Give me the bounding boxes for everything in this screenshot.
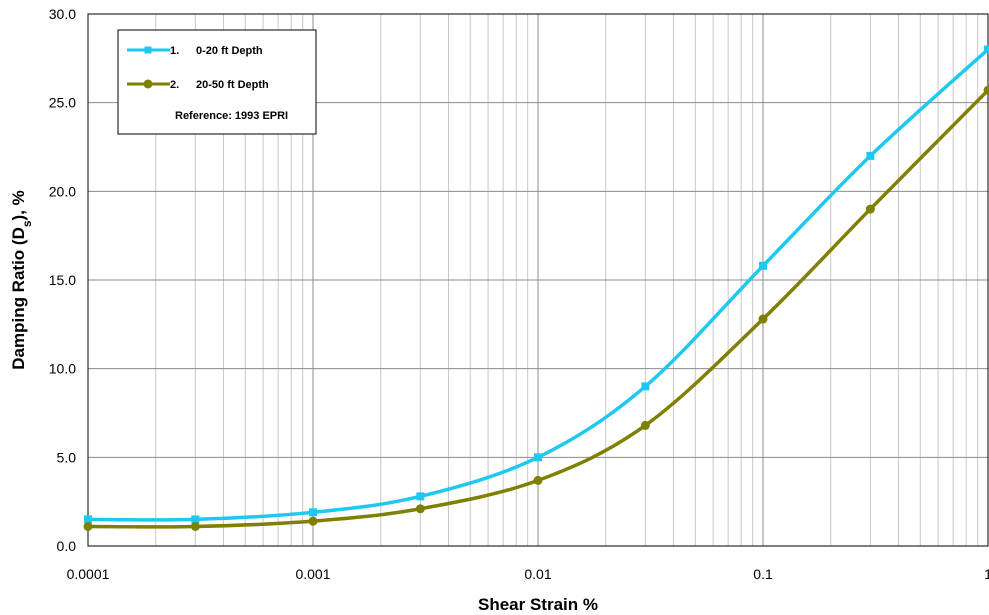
legend-marker-series-2 <box>143 79 153 89</box>
series-2-point <box>758 314 768 324</box>
plot-frame <box>87 13 989 547</box>
series-2-line <box>87 89 989 529</box>
y-tick-label: 15.0 <box>49 272 76 288</box>
legend-label-series-1: 0-20 ft Depth <box>196 45 263 57</box>
x-tick-label: 1 <box>984 566 989 582</box>
series-2-point <box>308 516 318 526</box>
y-axis-title-subscript: s <box>20 220 34 227</box>
series-1-point <box>759 261 767 270</box>
x-tick-label: 0.1 <box>753 566 773 582</box>
x-tick-label: 0.01 <box>524 566 551 582</box>
series-1-point <box>866 151 875 160</box>
x-axis-title: Shear Strain % <box>478 595 598 614</box>
series-2-point <box>533 475 543 485</box>
series-2-point <box>865 204 875 214</box>
series-1-point <box>309 508 317 517</box>
series-2-point <box>83 521 93 531</box>
series-1-point <box>534 453 542 462</box>
series-2-point <box>640 420 650 430</box>
y-tick-label: 5.0 <box>57 449 77 465</box>
series-layer <box>83 45 989 531</box>
legend-label-series-2: 20-50 ft Depth <box>196 79 269 91</box>
series-1-point <box>84 515 92 524</box>
y-axis-title-prefix: Damping Ratio (D <box>9 227 28 370</box>
y-tick-label: 10.0 <box>49 361 76 377</box>
series-1-point <box>191 515 200 524</box>
x-tick-label: 0.001 <box>295 566 330 582</box>
tick-labels: 0.0001 0.001 0.01 0.1 10.05.010.015.020.025.… <box>49 6 989 582</box>
legend-number-series-1: 1. <box>170 45 179 57</box>
legend-marker-series-1 <box>144 46 152 54</box>
x-tick-label: 0.0001 <box>67 566 110 582</box>
series-1-point <box>641 382 650 391</box>
y-tick-label: 25.0 <box>49 95 76 111</box>
y-axis-title: Damping Ratio (Ds), % <box>9 190 34 370</box>
series-1-point <box>416 492 425 501</box>
y-tick-label: 0.0 <box>57 538 77 554</box>
legend-number-series-2: 2. <box>170 79 179 91</box>
legend: 1. 0-20 ft Depth 2. 20-50 ft Depth Refer… <box>117 29 317 135</box>
series-1-line <box>87 48 989 522</box>
series-1-point <box>984 45 989 54</box>
series-2-point <box>983 85 989 95</box>
legend-reference-note: Reference: 1993 EPRI <box>175 110 288 122</box>
y-axis-title-suffix: ), % <box>9 190 28 220</box>
y-tick-label: 30.0 <box>49 6 76 22</box>
series-2-point <box>415 504 425 514</box>
series-2-point <box>190 521 200 531</box>
y-tick-label: 20.0 <box>49 183 76 199</box>
